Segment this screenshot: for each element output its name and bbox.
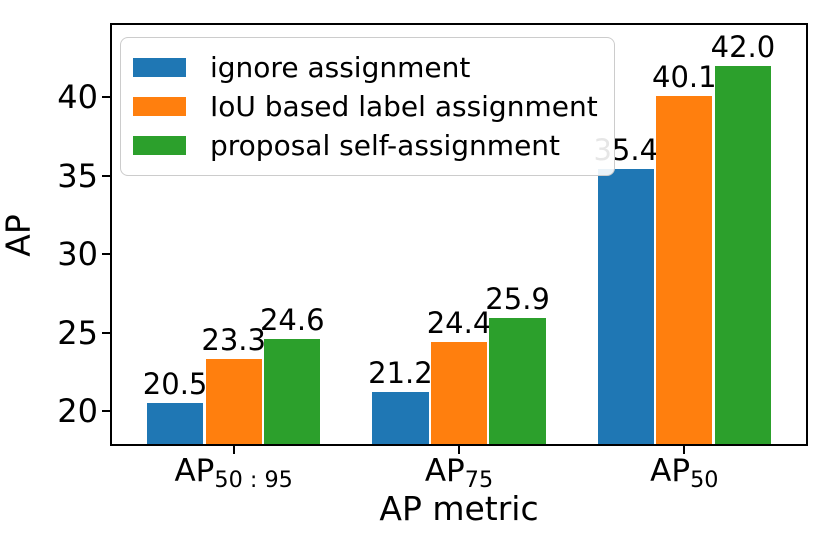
bar [489, 318, 546, 444]
legend-item: IoU based label assignment [133, 87, 598, 126]
y-tick-mark [102, 174, 110, 177]
bar [372, 392, 429, 444]
y-tick-mark [102, 96, 110, 99]
y-tick-label: 35 [57, 156, 98, 195]
bar-value-label: 40.1 [652, 59, 717, 94]
bar-value-label: 21.2 [368, 356, 433, 391]
bar-value-label: 25.9 [485, 282, 550, 317]
legend-swatch [133, 58, 186, 77]
bar-value-label: 42.0 [710, 29, 776, 64]
bar [597, 169, 654, 444]
bar [430, 342, 488, 444]
legend-item: ignore assignment [133, 48, 598, 87]
legend-swatch [133, 97, 186, 116]
x-tick-mark [458, 446, 460, 454]
x-tick-label: AP75 [424, 453, 493, 491]
bar-value-label: 20.5 [142, 367, 208, 402]
y-tick-mark [102, 253, 110, 256]
legend-label: proposal self-assignment [210, 128, 561, 162]
category-label-subscript: 50 : 95 [214, 466, 293, 493]
bar [205, 359, 262, 444]
legend-item: proposal self-assignment [133, 126, 598, 165]
x-axis-title: AP metric [379, 489, 539, 528]
y-tick-label: 25 [57, 313, 98, 352]
legend: ignore assignment IoU based label assignm… [120, 37, 615, 176]
bar [264, 338, 321, 444]
bar-value-label: 24.4 [426, 306, 492, 340]
x-tick-label: AP50 : 95 [174, 453, 292, 491]
bar [714, 65, 772, 444]
plot-area: ignore assignment IoU based label assignm… [57, 23, 808, 491]
y-tick-label: 30 [57, 235, 98, 274]
y-tick-mark [102, 410, 110, 413]
category-label-subscript: 75 [464, 466, 494, 493]
legend-label: ignore assignment [210, 50, 471, 84]
category-label-subscript: 50 [690, 466, 719, 493]
category-label-base: AP [650, 453, 691, 489]
y-tick-mark [102, 331, 110, 334]
legend-swatch [133, 136, 186, 155]
x-tick-mark [683, 446, 686, 454]
bar-value-label: 24.6 [259, 302, 325, 337]
bar [656, 95, 713, 444]
x-tick-mark [232, 446, 235, 454]
y-tick-label: 40 [57, 78, 98, 117]
category-label-base: AP [174, 453, 215, 489]
bar-value-label: 23.3 [201, 323, 266, 358]
y-tick-label: 20 [57, 392, 98, 431]
legend-label: IoU based label assignment [210, 89, 598, 123]
category-label-base: AP [424, 453, 465, 489]
x-tick-label: AP50 [650, 453, 718, 491]
bar [146, 403, 204, 444]
